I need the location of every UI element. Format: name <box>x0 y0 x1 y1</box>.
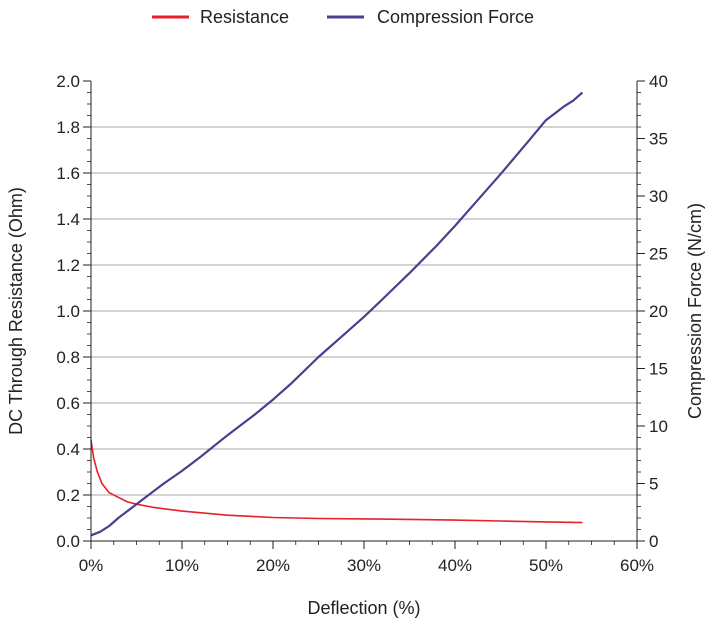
y-right-tick-label: 20 <box>649 302 668 321</box>
y-right-tick-label: 15 <box>649 360 668 379</box>
y-left-tick-label: 1.0 <box>56 302 80 321</box>
y-right-tick-label: 10 <box>649 417 668 436</box>
legend-label-compression-force: Compression Force <box>377 7 534 27</box>
y-right-tick-label: 0 <box>649 532 658 551</box>
y-right-tick-label: 40 <box>649 72 668 91</box>
series-layer <box>90 91 584 537</box>
y-left-tick-label: 0.0 <box>56 532 80 551</box>
y-left-tick-label: 1.2 <box>56 256 80 275</box>
series-line-compression-force <box>90 91 584 537</box>
x-tick-label: 30% <box>347 556 381 575</box>
y-left-tick-label: 0.4 <box>56 440 80 459</box>
y-right-tick-label: 35 <box>649 130 668 149</box>
y-left-tick-label: 0.2 <box>56 486 80 505</box>
x-axis-title: Deflection (%) <box>307 598 420 618</box>
x-tick-label: 20% <box>256 556 290 575</box>
labels-layer: 0.0 0.2 0.4 0.6 0.8 1.0 1.2 1.4 1.6 1.8 2.0 0 5 10 15 2… <box>56 72 668 575</box>
y-left-tick-label: 1.6 <box>56 164 80 183</box>
y-left-tick-label: 2.0 <box>56 72 80 91</box>
y-left-axis-title: DC Through Resistance (Ohm) <box>6 187 26 435</box>
y-left-tick-label: 1.4 <box>56 210 80 229</box>
y-right-axis-title: Compression Force (N/cm) <box>685 203 705 419</box>
x-tick-label: 60% <box>620 556 654 575</box>
y-right-tick-label: 5 <box>649 475 658 494</box>
y-right-tick-label: 25 <box>649 245 668 264</box>
x-tick-label: 50% <box>529 556 563 575</box>
legend-label-resistance: Resistance <box>200 7 289 27</box>
series-line-resistance <box>90 439 583 524</box>
axes-layer <box>83 80 645 549</box>
x-tick-label: 40% <box>438 556 472 575</box>
legend: Resistance Compression Force <box>152 7 534 27</box>
y-left-tick-label: 1.8 <box>56 118 80 137</box>
x-tick-label: 0% <box>79 556 104 575</box>
grid-layer <box>91 126 637 496</box>
y-left-tick-label: 0.8 <box>56 348 80 367</box>
y-left-tick-label: 0.6 <box>56 394 80 413</box>
y-right-tick-label: 30 <box>649 187 668 206</box>
x-tick-label: 10% <box>165 556 199 575</box>
